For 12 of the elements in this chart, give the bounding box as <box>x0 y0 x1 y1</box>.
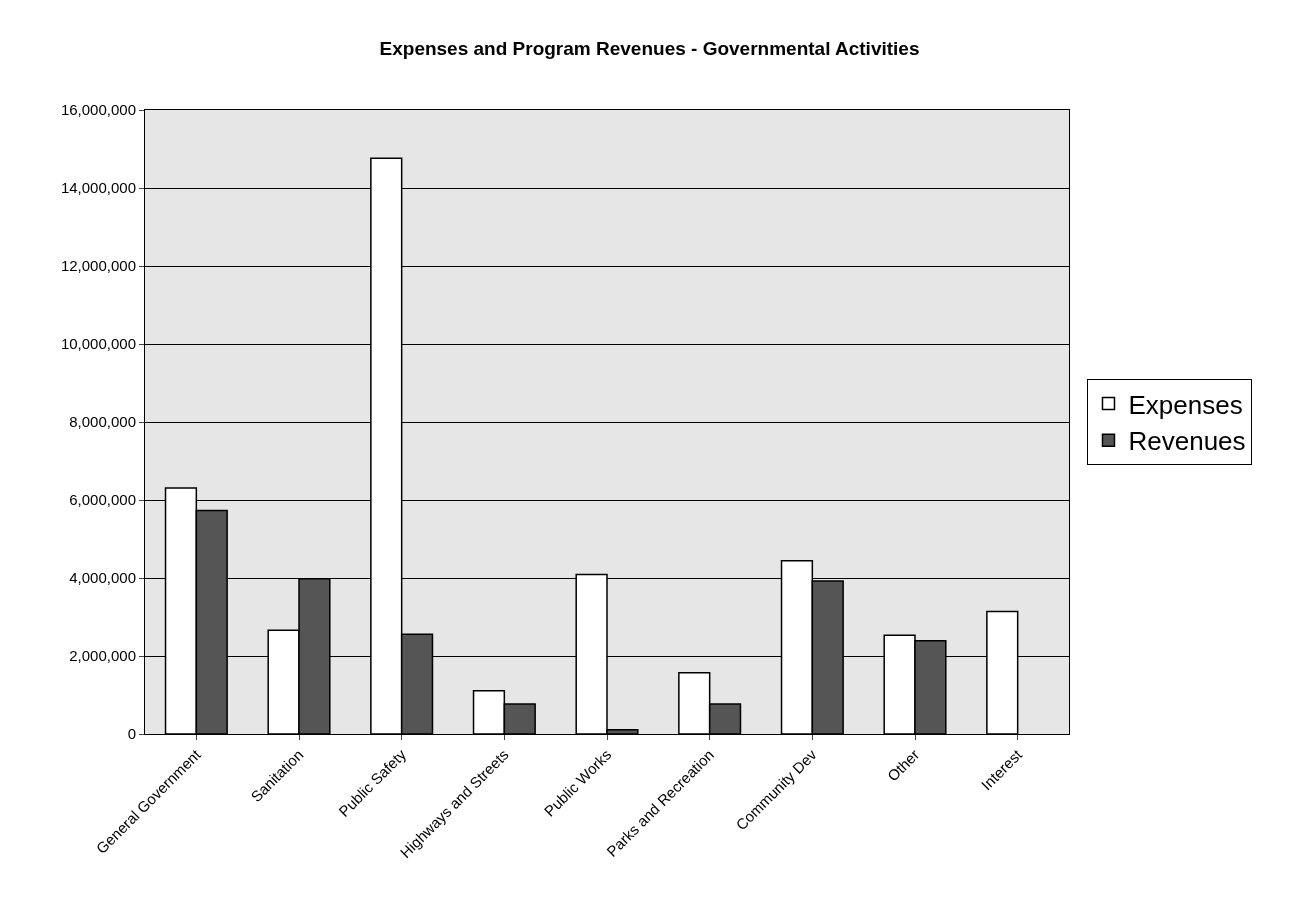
y-tick-label: 10,000,000 <box>60 335 136 353</box>
y-tick-label: 12,000,000 <box>60 257 136 275</box>
y-tick-label: 6,000,000 <box>69 491 136 509</box>
y-tick-label: 16,000,000 <box>60 101 136 119</box>
chart-title: Expenses and Program Revenues - Governmental Activities <box>379 37 920 59</box>
y-tick-label: 14,000,000 <box>60 179 136 197</box>
y-tick-label: 2,000,000 <box>69 647 136 665</box>
y-tick-label: 8,000,000 <box>69 413 136 431</box>
y-tick-label: 0 <box>127 725 136 743</box>
legend-label: Revenues <box>1128 426 1246 457</box>
legend-label: Expenses <box>1128 389 1243 420</box>
y-tick-label: 4,000,000 <box>69 569 136 587</box>
